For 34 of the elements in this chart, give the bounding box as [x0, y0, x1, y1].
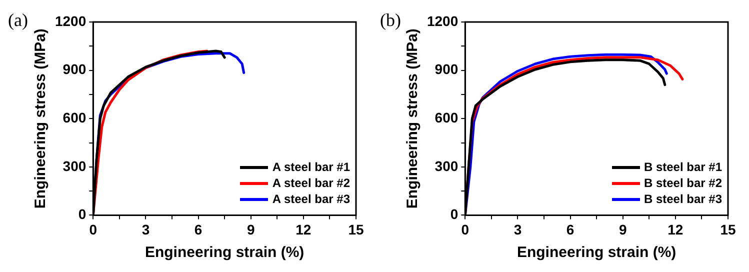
legend-label: A steel bar #1 — [272, 160, 350, 174]
y-tick-label: 900 — [434, 61, 458, 78]
legend-label: B steel bar #2 — [644, 176, 722, 190]
y-axis-title: Engineering stress (MPa) — [32, 28, 50, 209]
x-tick-label: 12 — [296, 221, 312, 238]
y-tick-label: 1200 — [426, 12, 458, 29]
x-tick-label: 9 — [618, 221, 627, 238]
legend-label: B steel bar #3 — [644, 192, 722, 206]
y-axis-title: Engineering stress (MPa) — [404, 28, 422, 209]
x-tick-label: 12 — [668, 221, 684, 238]
y-tick-label: 300 — [62, 158, 86, 174]
y-tick-label: 0 — [78, 206, 86, 222]
x-tick-label: 0 — [461, 221, 470, 238]
x-tick-label: 0 — [89, 221, 98, 238]
x-tick-label: 3 — [514, 221, 522, 238]
y-tick-label: 300 — [434, 158, 458, 174]
x-tick-label: 6 — [194, 221, 202, 238]
legend-label: A steel bar #2 — [272, 176, 350, 190]
text: (a) — [8, 10, 28, 31]
x-tick-label: 6 — [566, 221, 574, 238]
x-tick-label: 3 — [142, 221, 150, 238]
y-tick-label: 0 — [450, 206, 458, 222]
text: (b) — [380, 10, 401, 31]
x-tick-label: 9 — [246, 221, 255, 238]
x-tick-label: 15 — [720, 221, 736, 238]
x-axis-title: Engineering strain (%) — [516, 244, 676, 262]
y-tick-label: 600 — [62, 109, 86, 126]
legend-label: B steel bar #1 — [644, 160, 722, 174]
x-axis-title: Engineering strain (%) — [144, 244, 304, 262]
x-tick-label: 15 — [348, 221, 364, 238]
y-tick-label: 600 — [434, 109, 458, 126]
legend-label: A steel bar #3 — [272, 192, 350, 206]
y-tick-label: 1200 — [54, 12, 86, 29]
y-tick-label: 900 — [62, 61, 86, 78]
